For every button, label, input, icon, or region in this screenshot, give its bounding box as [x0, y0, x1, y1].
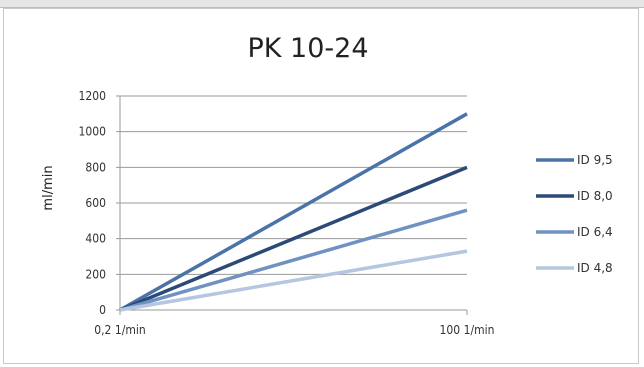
y-tick-label: 0 [99, 303, 106, 317]
series-line [119, 165, 468, 312]
legend-label: ID 4,8 [577, 261, 613, 275]
series-line [119, 112, 468, 312]
y-tick-label: 600 [85, 196, 106, 210]
chart-border [3, 8, 639, 364]
y-tick-label: 200 [85, 267, 106, 281]
series-line [119, 208, 468, 312]
y-tick-label: 1200 [79, 89, 107, 103]
y-tick-label: 800 [85, 160, 106, 174]
y-axis-label: ml/min [41, 165, 56, 210]
legend-label: ID 6,4 [577, 225, 613, 239]
x-axis-ticks: 0,2 1/min 100 1/min [94, 310, 494, 337]
gridlines [116, 95, 467, 311]
x-tick-label: 100 1/min [440, 323, 495, 337]
series-line [119, 249, 468, 312]
y-tick-label: 1000 [79, 125, 107, 139]
window-top-bar [0, 0, 644, 8]
legend: ID 9,5 ID 8,0 ID 6,4 ID 4,8 [536, 153, 613, 275]
legend-label: ID 9,5 [577, 153, 613, 167]
y-axis-ticks: 0 200 400 600 800 1000 1200 [79, 89, 107, 317]
legend-label: ID 8,0 [577, 189, 613, 203]
series-lines [119, 112, 468, 312]
chart-title: PK 10-24 [247, 33, 368, 64]
y-tick-label: 400 [85, 232, 106, 246]
x-tick-label: 0,2 1/min [94, 323, 145, 337]
